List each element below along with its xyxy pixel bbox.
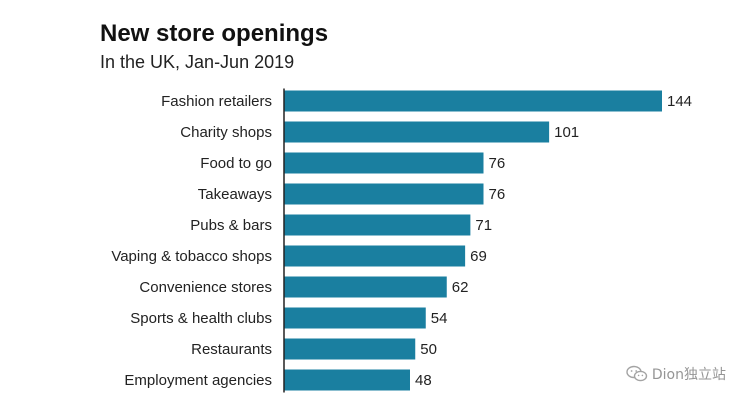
category-label: Sports & health clubs (130, 310, 272, 327)
category-label: Food to go (200, 155, 272, 172)
wechat-icon (626, 365, 648, 382)
value-label: 71 (475, 217, 492, 234)
chart-title: New store openings (100, 20, 329, 47)
chart-subtitle: In the UK, Jan-Jun 2019 (100, 52, 295, 72)
watermark-text: Dion独立站 (651, 367, 726, 383)
bar (284, 152, 484, 174)
value-label: 76 (489, 186, 506, 203)
category-label: Charity shops (180, 124, 272, 141)
bar (284, 276, 447, 298)
bar (284, 338, 416, 360)
bar (284, 307, 426, 329)
bar (284, 183, 484, 205)
bar (284, 121, 550, 143)
value-label: 144 (667, 93, 692, 110)
value-label: 48 (415, 372, 432, 389)
value-label: 101 (554, 124, 579, 141)
watermark: Dion独立站 (626, 364, 726, 384)
bar (284, 245, 466, 267)
bar (284, 369, 410, 391)
value-label: 62 (452, 279, 469, 296)
value-label: 69 (470, 248, 487, 265)
bar (284, 214, 471, 236)
category-label: Pubs & bars (190, 217, 272, 234)
category-label: Fashion retailers (161, 93, 272, 110)
category-label: Convenience stores (139, 279, 272, 296)
value-label: 50 (420, 341, 437, 358)
value-label: 76 (489, 155, 506, 172)
value-label: 54 (431, 310, 448, 327)
category-label: Employment agencies (124, 372, 272, 389)
bar (284, 90, 662, 112)
category-label: Restaurants (191, 341, 272, 358)
category-label: Vaping & tobacco shops (111, 248, 272, 265)
category-label: Takeaways (198, 186, 272, 203)
